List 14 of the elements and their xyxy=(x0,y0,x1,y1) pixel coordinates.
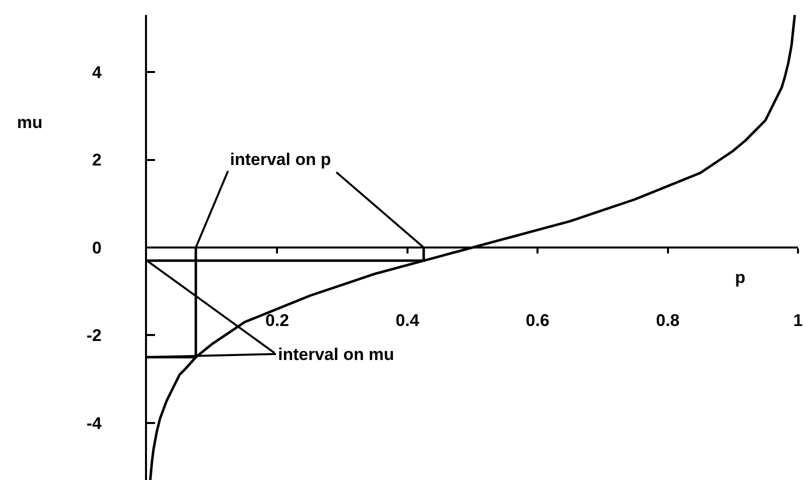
annotation: interval on p xyxy=(230,150,332,169)
x-tick-label: 0.8 xyxy=(656,310,680,330)
y-tick-label: 0 xyxy=(92,238,102,258)
x-tick-label: 1 xyxy=(793,310,803,330)
x-axis-title: p xyxy=(735,268,746,287)
y-tick-label: -2 xyxy=(86,326,102,346)
x-tick-label: 0.4 xyxy=(396,310,420,330)
annotation: interval on mu xyxy=(278,345,394,364)
y-tick-label: -4 xyxy=(86,414,102,433)
x-tick-label: 0.2 xyxy=(265,310,290,330)
y-axis-title: mu xyxy=(17,113,42,132)
x-tick-label: 0.6 xyxy=(526,310,550,330)
y-tick-label: 4 xyxy=(92,62,102,82)
y-tick-label: 2 xyxy=(92,150,102,170)
